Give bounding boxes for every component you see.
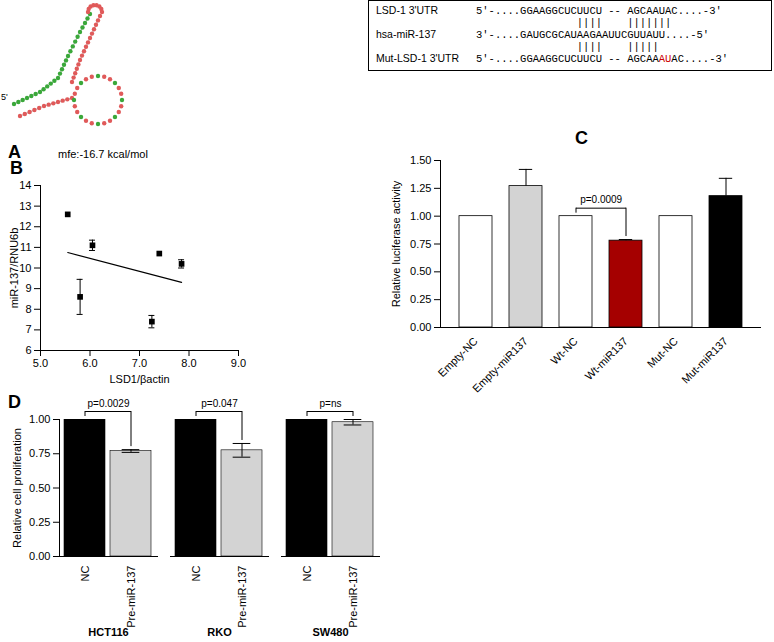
- svg-text:13: 13: [19, 200, 31, 212]
- svg-text:10: 10: [19, 262, 31, 274]
- svg-text:9.0: 9.0: [231, 357, 246, 369]
- svg-text:Pre-miR-137: Pre-miR-137: [236, 566, 248, 628]
- svg-text:miR-137/RNU6b: miR-137/RNU6b: [8, 228, 20, 309]
- svg-text:0.50: 0.50: [410, 265, 431, 277]
- svg-text:NC: NC: [190, 565, 202, 581]
- svg-text:NC: NC: [301, 565, 313, 581]
- svg-text:7: 7: [25, 323, 31, 335]
- svg-text:11: 11: [20, 241, 31, 253]
- svg-text:p=0.047: p=0.047: [201, 398, 238, 409]
- svg-text:p=0.0029: p=0.0029: [88, 398, 130, 409]
- svg-text:5': 5': [1, 92, 8, 102]
- svg-text:Empty-NC: Empty-NC: [436, 335, 480, 379]
- svg-text:Mut-miR137: Mut-miR137: [679, 335, 730, 386]
- html-text:C: C: [575, 128, 588, 148]
- svg-text:||||: ||||: [577, 17, 602, 29]
- svg-text:1.00: 1.00: [29, 413, 50, 425]
- svg-text:0.00: 0.00: [29, 550, 50, 562]
- html-text:A: A: [8, 142, 21, 162]
- svg-text:12: 12: [19, 220, 31, 232]
- svg-text:5'-....GGAAGGCUCUUCU -- AGCAAA: 5'-....GGAAGGCUCUUCU -- AGCAAAUAC....-3': [476, 53, 728, 65]
- svg-text:Pre-miR-137: Pre-miR-137: [347, 566, 359, 628]
- html-text:B: B: [10, 158, 23, 178]
- svg-text:1.25: 1.25: [410, 182, 431, 194]
- svg-text:6.0: 6.0: [82, 357, 97, 369]
- svg-text:1.50: 1.50: [410, 154, 431, 166]
- svg-text:Relative luciferase activity: Relative luciferase activity: [390, 180, 402, 307]
- svg-text:RKO: RKO: [207, 626, 232, 638]
- svg-text:Mut-NC: Mut-NC: [645, 335, 680, 370]
- html-text:D: D: [8, 392, 21, 412]
- svg-text:LSD-1 3'UTR: LSD-1 3'UTR: [376, 4, 439, 16]
- svg-text:|||||: |||||: [627, 41, 659, 53]
- svg-text:14: 14: [19, 179, 31, 191]
- svg-text:0.50: 0.50: [29, 482, 50, 494]
- svg-text:Pre-miR-137: Pre-miR-137: [125, 566, 137, 628]
- svg-text:Empty-miR137: Empty-miR137: [470, 335, 530, 395]
- svg-text:8: 8: [25, 303, 31, 315]
- svg-text:NC: NC: [79, 565, 91, 581]
- svg-text:5.0: 5.0: [33, 357, 48, 369]
- svg-text:SW480: SW480: [312, 626, 348, 638]
- svg-text:Wt-miR137: Wt-miR137: [583, 335, 630, 382]
- svg-text:3'-....GAUGCGCAUAAGAAUUCGUUAUU: 3'-....GAUGCGCAUAAGAAUUCGUUAUU....-5': [476, 29, 709, 41]
- svg-text:1.00: 1.00: [410, 210, 431, 222]
- svg-text:5'-....GGAAGGCUCUUCU -- AGCAAU: 5'-....GGAAGGCUCUUCU -- AGCAAUAC....-3': [476, 5, 722, 17]
- svg-text:0.25: 0.25: [29, 516, 50, 528]
- svg-text:0.75: 0.75: [410, 238, 431, 250]
- svg-text:8.0: 8.0: [181, 357, 196, 369]
- svg-text:p=ns: p=ns: [320, 398, 342, 409]
- svg-text:HCT116: HCT116: [88, 626, 128, 638]
- svg-text:0.75: 0.75: [29, 447, 50, 459]
- svg-text:Mut-LSD-1 3'UTR: Mut-LSD-1 3'UTR: [376, 52, 460, 64]
- svg-text:Relative cell proliferation: Relative cell proliferation: [11, 428, 23, 548]
- svg-text:p=0.0009: p=0.0009: [580, 194, 622, 205]
- svg-text:LSD1/βactin: LSD1/βactin: [109, 373, 169, 385]
- svg-text:hsa-miR-137: hsa-miR-137: [376, 28, 436, 40]
- html-text:mfe:-16.7 kcal/mol: mfe:-16.7 kcal/mol: [58, 148, 148, 160]
- svg-text:6: 6: [25, 344, 31, 356]
- svg-text:0.00: 0.00: [410, 321, 431, 333]
- svg-text:Wt-NC: Wt-NC: [548, 335, 580, 367]
- svg-text:|||||||: |||||||: [627, 17, 671, 29]
- svg-text:0.25: 0.25: [410, 293, 431, 305]
- svg-text:7.0: 7.0: [132, 357, 147, 369]
- svg-text:9: 9: [25, 282, 31, 294]
- svg-text:||||: ||||: [577, 41, 602, 53]
